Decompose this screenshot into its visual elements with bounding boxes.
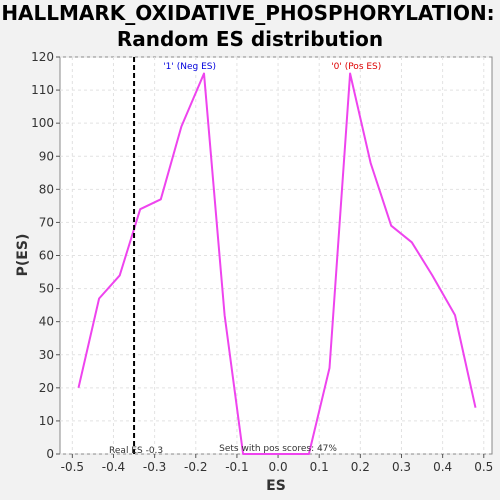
y-tick-label: 40 (39, 315, 54, 329)
chart-title-line1: HALLMARK_OXIDATIVE_PHOSPHORYLATION: (1, 1, 494, 25)
x-tick-label: 0.0 (269, 460, 288, 474)
y-tick-label: 80 (39, 182, 54, 196)
y-tick-label: 50 (39, 282, 54, 296)
pos-scores-label: Sets with pos scores: 47% (219, 444, 337, 454)
x-axis-title: ES (266, 478, 286, 494)
y-axis-title: P(ES) (15, 234, 31, 277)
chart-title-line2: Random ES distribution (117, 27, 383, 51)
x-tick-label: 0.2 (351, 460, 370, 474)
y-tick-label: 70 (39, 215, 54, 229)
y-tick-label: 110 (31, 83, 54, 97)
y-tick-label: 20 (39, 381, 54, 395)
x-tick-label: 0.4 (433, 460, 452, 474)
x-tick-label: 0.1 (310, 460, 329, 474)
x-tick-label: -0.5 (61, 460, 84, 474)
series-line (77, 72, 477, 455)
y-tick-label: 0 (46, 447, 54, 461)
neg-es-label: '1' (Neg ES) (163, 62, 216, 72)
y-tick-label: 30 (39, 348, 54, 362)
x-tick-label: -0.3 (143, 460, 166, 474)
y-tick-label: 120 (31, 50, 54, 64)
y-tick-label: 10 (39, 414, 54, 428)
pos-es-label: '0' (Pos ES) (331, 62, 381, 72)
ticks: -0.5 -0.4 -0.3 -0.2 -0.1 0.0 0.1 0.2 0.3 0.4 0.5 0 1… (31, 50, 493, 474)
x-tick-label: 0.3 (392, 460, 411, 474)
grid (60, 56, 492, 455)
y-tick-label: 100 (31, 116, 54, 130)
x-tick-label: 0.5 (474, 460, 493, 474)
x-tick-label: -0.4 (102, 460, 125, 474)
y-tick-label: 90 (39, 149, 54, 163)
x-tick-label: -0.1 (225, 460, 248, 474)
y-tick-label: 60 (39, 249, 54, 263)
real-es-label: Real ES -0.3 (109, 446, 163, 456)
x-tick-label: -0.2 (184, 460, 207, 474)
series (77, 72, 477, 455)
